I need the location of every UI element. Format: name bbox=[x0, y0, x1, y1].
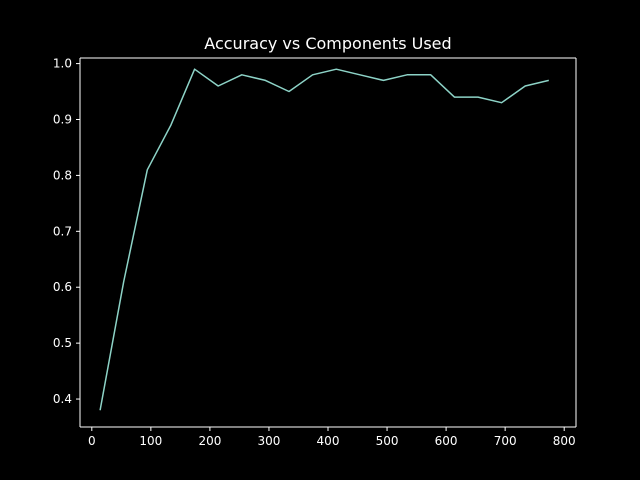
x-tick-label: 0 bbox=[88, 434, 96, 448]
x-tick-label: 400 bbox=[317, 434, 340, 448]
y-tick-label: 0.7 bbox=[53, 224, 72, 238]
x-tick-label: 100 bbox=[139, 434, 162, 448]
y-tick-label: 0.6 bbox=[53, 280, 72, 294]
x-tick-label: 600 bbox=[435, 434, 458, 448]
y-tick-label: 0.5 bbox=[53, 336, 72, 350]
y-tick-label: 0.8 bbox=[53, 168, 72, 182]
series-layer bbox=[99, 68, 549, 411]
y-axis: 0.4 0.5 0.6 0.7 0.8 0.9 1.0 bbox=[53, 57, 80, 406]
plot-frame bbox=[79, 57, 577, 428]
x-tick-label: 200 bbox=[198, 434, 221, 448]
x-axis: 0 100 200 300 400 500 600 700 800 bbox=[88, 427, 576, 448]
x-tick-label: 300 bbox=[257, 434, 280, 448]
y-tick-label: 0.4 bbox=[53, 392, 72, 406]
chart-title: Accuracy vs Components Used bbox=[204, 34, 451, 53]
x-tick-label: 700 bbox=[494, 434, 517, 448]
y-tick-label: 1.0 bbox=[53, 57, 72, 71]
x-tick-label: 800 bbox=[553, 434, 576, 448]
series-line bbox=[99, 68, 549, 411]
x-tick-label: 500 bbox=[376, 434, 399, 448]
y-tick-label: 0.9 bbox=[53, 113, 72, 127]
